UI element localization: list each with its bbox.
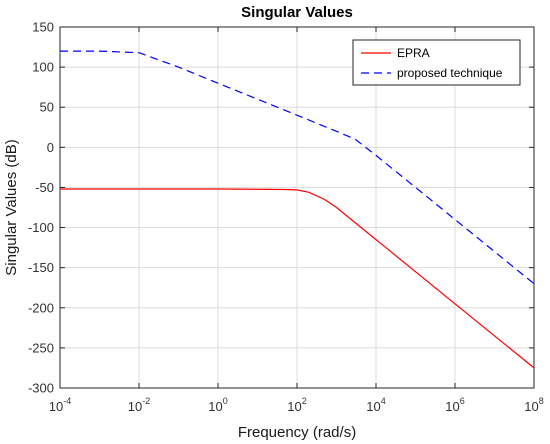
y-tick-label: -250 (28, 340, 54, 355)
x-tick-label: 10-2 (128, 396, 150, 414)
y-tick-label: 0 (47, 140, 54, 155)
x-tick-label: 102 (287, 396, 306, 414)
x-tick-label: 104 (366, 396, 385, 414)
y-tick-label: 50 (40, 100, 54, 115)
legend-label-0: EPRA (397, 46, 430, 60)
y-tick-label: -50 (35, 180, 54, 195)
y-tick-label: -150 (28, 260, 54, 275)
x-tick-label: 100 (208, 396, 227, 414)
axis-ticks: 10-4 10-2 100 102 104 106 108 150 100 50 0 -50 -100 -… (28, 20, 544, 415)
y-tick-label: -100 (28, 220, 54, 235)
x-axis-label: Frequency (rad/s) (238, 424, 356, 441)
plot-series (60, 50, 535, 369)
x-tick-label: 108 (524, 396, 543, 414)
series-line-0 (60, 188, 535, 369)
legend-label-1: proposed technique (397, 66, 503, 80)
grid (60, 27, 534, 388)
y-tick-label: -300 (28, 381, 54, 396)
chart-title: Singular Values (241, 4, 353, 21)
series-line-1 (60, 50, 535, 285)
y-tick-label: 150 (32, 20, 54, 35)
x-tick-label: 106 (445, 396, 464, 414)
legend-box (352, 39, 521, 86)
y-axis-label: Singular Values (dB) (3, 139, 20, 275)
y-tick-label: 100 (32, 60, 54, 75)
x-tick-label: 10-4 (49, 396, 71, 414)
legend: EPRA proposed technique (352, 39, 521, 86)
y-tick-label: -200 (28, 300, 54, 315)
